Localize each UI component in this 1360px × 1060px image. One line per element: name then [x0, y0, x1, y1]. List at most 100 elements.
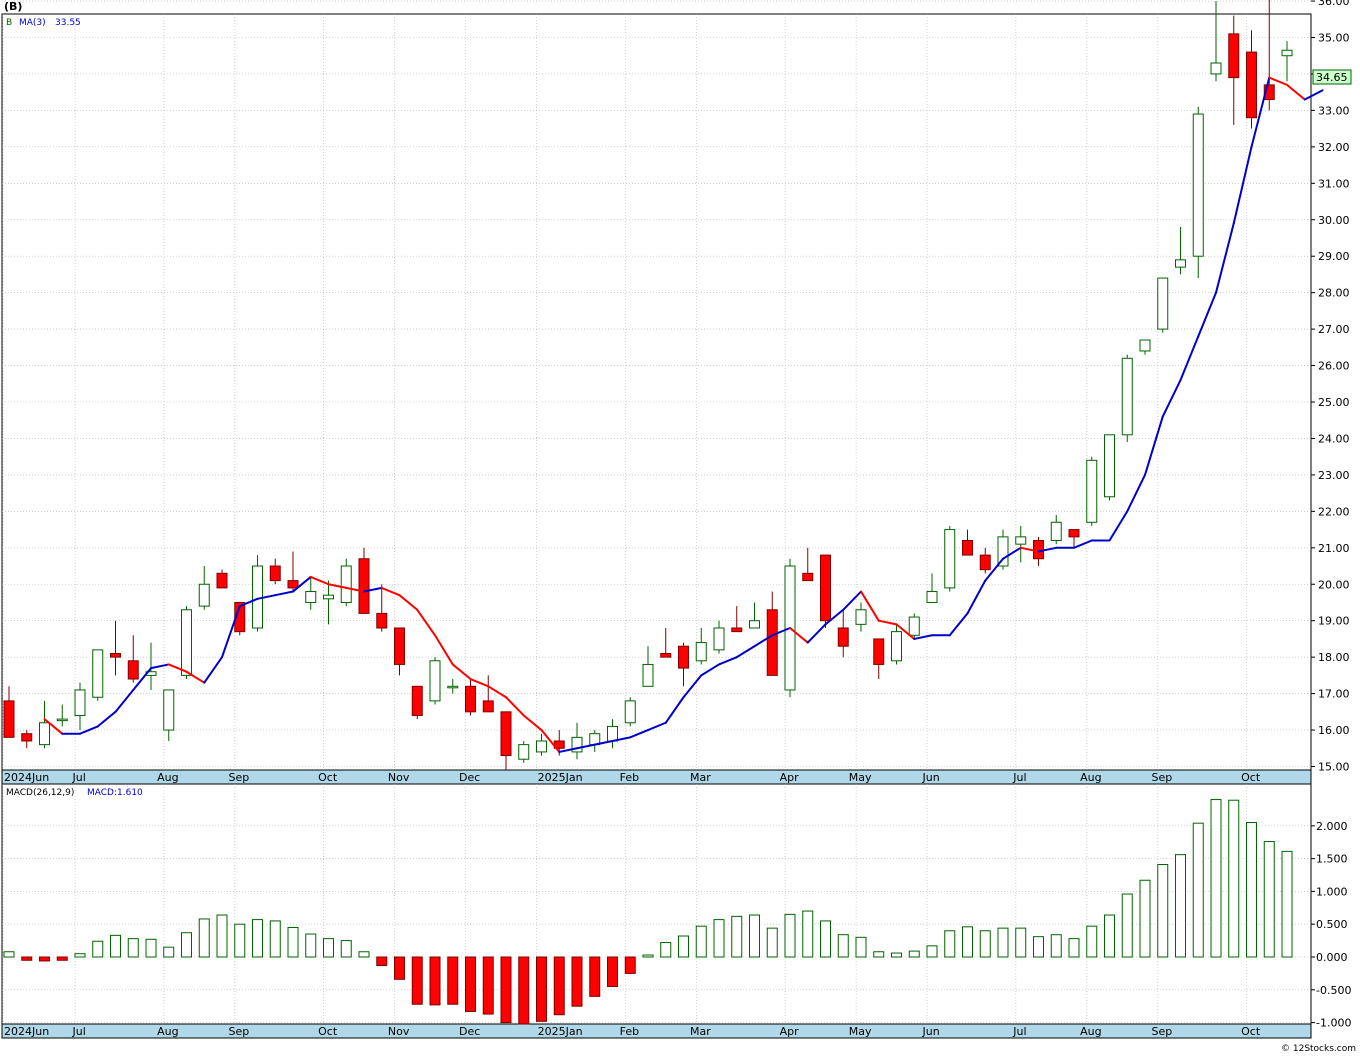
candle-body	[518, 744, 530, 760]
macd-label: MACD(26,12,9)	[6, 788, 74, 798]
ma-segment	[806, 623, 827, 644]
macd-y-tick-label: 1.000	[1316, 885, 1348, 898]
ma-segment	[1002, 546, 1022, 560]
macd-bar	[873, 951, 885, 958]
candle	[1157, 277, 1169, 333]
ma-segment	[1073, 539, 1093, 549]
candle-body	[1015, 536, 1027, 545]
ma-segment	[1250, 76, 1271, 148]
macd-bar	[695, 925, 707, 958]
macd-x-month-label: Jul	[1012, 1025, 1026, 1038]
macd-axis-band	[1, 1023, 1312, 1039]
candle	[127, 635, 139, 683]
candle	[731, 606, 743, 633]
ma-segment	[469, 678, 490, 688]
price-y-tick-label: 35.00	[1318, 32, 1350, 45]
ma-segment	[451, 663, 472, 681]
ma-segment	[966, 579, 987, 615]
candle-body	[997, 536, 1009, 567]
macd-bar	[1175, 854, 1186, 958]
price-x-month-label: Sep	[1152, 771, 1173, 784]
candle-body	[1281, 49, 1293, 57]
macd-bar	[1086, 925, 1098, 958]
macd-bar	[979, 930, 991, 958]
macd-bar	[589, 956, 601, 997]
candle	[358, 547, 370, 614]
ma-segment	[327, 583, 348, 589]
ma-segment	[629, 729, 649, 739]
candle	[376, 584, 388, 632]
candle	[1015, 525, 1027, 563]
macd-bar	[465, 956, 476, 1012]
candle	[198, 566, 210, 610]
candle-body	[1104, 434, 1115, 498]
candle-body	[234, 601, 246, 633]
last-price-tag	[1312, 69, 1352, 85]
price-x-month-label: 2024Jun	[4, 771, 49, 784]
candle-body	[1210, 62, 1222, 75]
macd-bar	[607, 956, 618, 988]
candle-body	[358, 558, 370, 614]
price-x-month-label: Sep	[229, 771, 250, 784]
ma-segment	[1215, 222, 1235, 294]
price-x-month-label: Jul	[71, 771, 85, 784]
candle	[624, 697, 636, 727]
ma-segment	[700, 663, 720, 677]
price-y-tick-label: 30.00	[1318, 214, 1350, 227]
ma-segment	[789, 626, 809, 644]
ma-segment	[611, 736, 632, 742]
price-y-tick-label: 28.00	[1318, 287, 1350, 300]
macd-x-month-label: Oct	[318, 1025, 338, 1038]
macd-x-month-label: Dec	[459, 1025, 480, 1038]
ma-segment	[345, 586, 365, 593]
price-y-tick-label: 26.00	[1318, 360, 1350, 373]
ma-segment	[1108, 510, 1129, 542]
price-axis-band	[1, 769, 1312, 785]
ma-segment	[363, 586, 383, 593]
macd-bar	[411, 956, 423, 1005]
candle	[944, 525, 956, 592]
candle-body	[74, 689, 86, 716]
macd-bar	[1157, 864, 1169, 958]
x-axis-labels: 2024Jun 2024Jun Jul Jul Aug Aug Sep Sep Oct Oct No…	[4, 771, 1261, 1038]
ma-segment	[771, 626, 791, 637]
candle-body	[287, 580, 299, 589]
price-x-month-label: Nov	[388, 771, 410, 784]
candle	[269, 558, 281, 585]
symbol-label: (B)	[4, 0, 22, 13]
ma-segment	[576, 743, 596, 750]
macd-y-tick-label: 2.000	[1316, 820, 1348, 833]
macd-bar	[536, 956, 547, 1022]
candle	[429, 657, 441, 705]
price-x-month-label: 2025Jan	[538, 771, 583, 784]
candle	[163, 689, 175, 741]
macd-bar	[323, 938, 334, 958]
macd-bar	[1139, 879, 1151, 958]
ma-segment	[167, 663, 188, 673]
candle	[695, 627, 707, 665]
macd-bar	[269, 920, 281, 958]
ma-segment	[842, 590, 862, 611]
macd-bar	[624, 956, 636, 974]
candle	[642, 646, 654, 687]
last-price-value: 34.65	[1316, 71, 1348, 84]
ma-segment	[150, 663, 170, 670]
ma-segment	[221, 605, 241, 659]
candle-body	[678, 645, 689, 669]
candle-body	[92, 649, 104, 698]
candle-body	[873, 638, 885, 665]
ma-value: 33.55	[55, 18, 81, 28]
ma-segment	[824, 608, 845, 626]
ma-segment	[96, 710, 117, 728]
macd-bar	[1050, 934, 1062, 958]
macd-bar	[1104, 914, 1115, 958]
candle	[820, 554, 831, 628]
ma-segment	[1268, 76, 1288, 86]
candle-body	[21, 733, 33, 742]
ma-segment	[292, 575, 312, 593]
macd-x-month-label: Jul	[71, 1025, 85, 1038]
candle-body	[1228, 33, 1240, 79]
candle	[110, 620, 121, 676]
ma-segment	[1303, 89, 1324, 101]
macd-bar	[74, 953, 86, 958]
